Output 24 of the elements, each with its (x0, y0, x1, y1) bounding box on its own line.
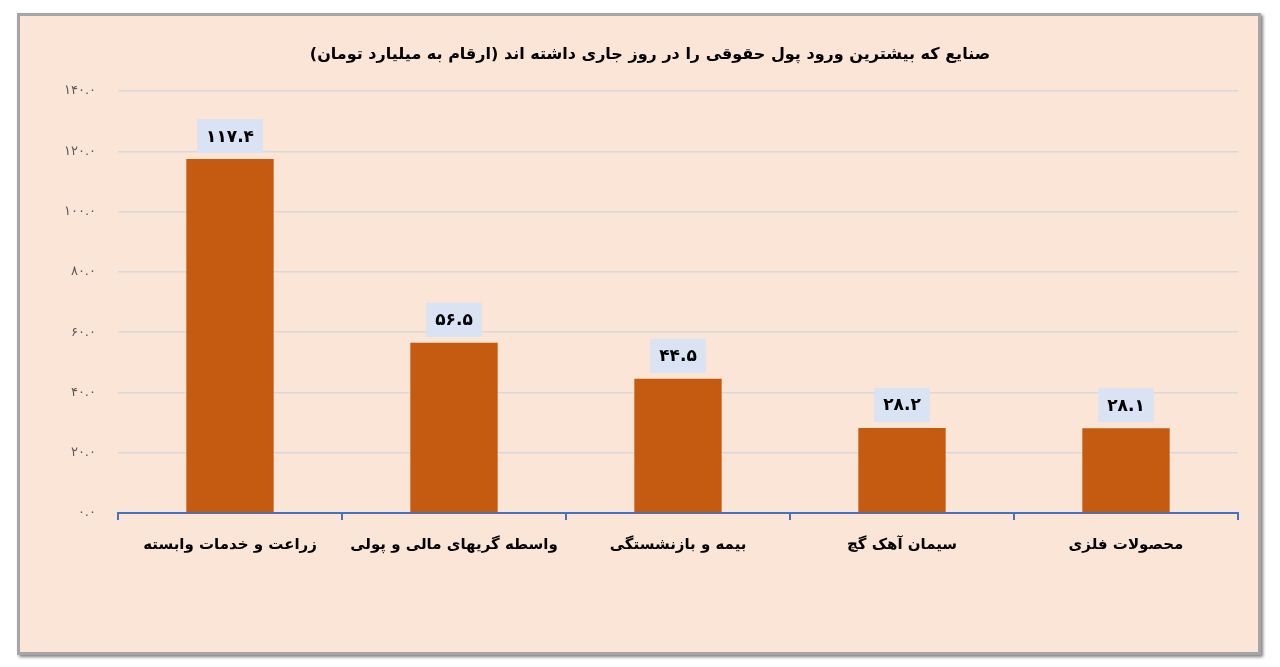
x-tick-label: بیمه و بازنشستگی (609, 534, 747, 553)
y-tick-label: ۲۰.۰ (70, 444, 96, 460)
y-tick-label: ۱۲۰.۰ (63, 142, 96, 158)
data-label: ۵۶.۵ (435, 309, 473, 330)
data-label: ۲۸.۱ (1107, 394, 1145, 415)
data-label: ۴۴.۵ (659, 345, 697, 366)
x-tick-label: سیمان آهک گچ (846, 534, 958, 553)
data-label: ۲۸.۲ (883, 394, 922, 415)
y-tick-label: ۱۰۰.۰ (63, 202, 96, 218)
x-tick-label: واسطه گریهای مالی و پولی (350, 534, 558, 554)
x-tick-label: زراعت و خدمات وابسته (143, 534, 317, 553)
y-tick-label: ۰.۰ (77, 504, 96, 520)
x-tick-label: محصولات فلزی (1068, 534, 1184, 553)
bar (1082, 428, 1170, 513)
y-tick-label: ۱۴۰.۰ (63, 82, 96, 98)
data-label: ۱۱۷.۴ (206, 125, 254, 146)
y-tick-label: ۸۰.۰ (70, 263, 96, 279)
y-tick-label: ۶۰.۰ (70, 323, 96, 339)
bar (410, 342, 498, 513)
bar (858, 428, 946, 513)
y-tick-label: ۴۰.۰ (70, 383, 96, 399)
bar (634, 378, 722, 513)
bar (186, 159, 274, 513)
chart-title: صنایع که بیشترین ورود پول حقوقی را در روز جاری داشته اند (ارقام به میلیارد تومان) (308, 44, 992, 63)
